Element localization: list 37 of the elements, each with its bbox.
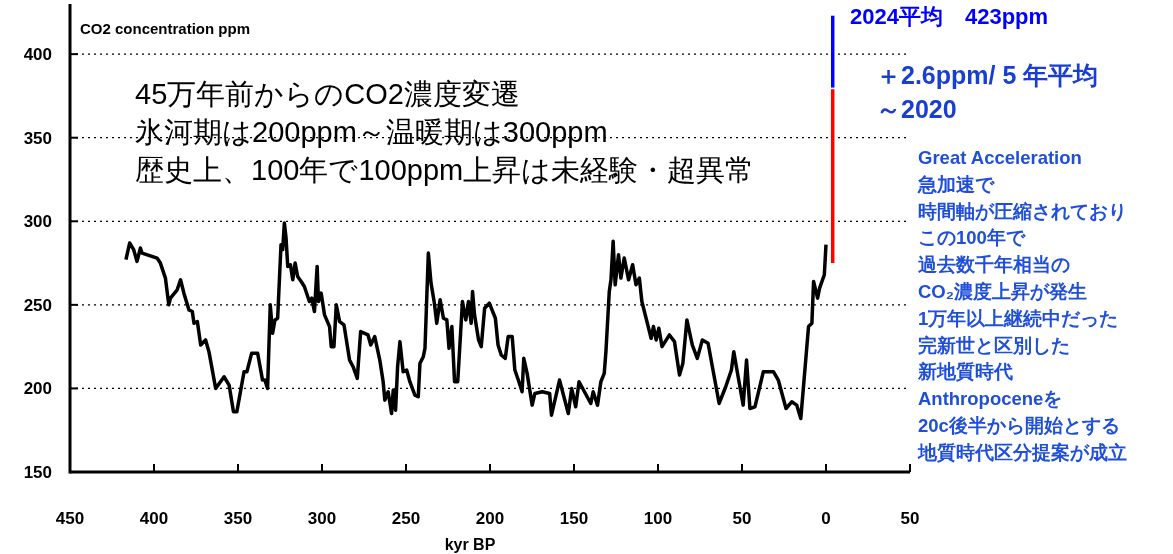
text: 時間軸が圧縮されており xyxy=(918,200,1127,222)
x-tick-label: 350 xyxy=(223,509,253,528)
x-tick-label: 450 xyxy=(55,509,85,528)
x-tick-label: 0 xyxy=(821,509,831,528)
text: Great Acceleration xyxy=(918,147,1082,168)
text: この100年で xyxy=(918,227,1026,249)
x-tick-label: 300 xyxy=(307,509,337,528)
x-tick-label: 50 xyxy=(900,509,920,528)
x-tick-label: 150 xyxy=(559,509,589,528)
annotation: 45万年前からのCO2濃度変遷 xyxy=(135,78,520,110)
x-tick-label: 400 xyxy=(139,509,169,528)
annotation: 2024平均 423ppm xyxy=(850,4,1049,29)
text: 地質時代区分提案が成立 xyxy=(917,441,1127,463)
y-tick-label: 400 xyxy=(23,45,52,65)
text: 1万年以上継続中だった xyxy=(918,307,1119,329)
x-axis-title: kyr BP xyxy=(444,536,496,553)
text: 急加速で xyxy=(917,173,995,195)
x-tick-label: 100 xyxy=(643,509,673,528)
text: 新地質時代 xyxy=(917,361,1013,383)
y-tick-label: 150 xyxy=(23,463,52,482)
x-tick-label: 250 xyxy=(391,509,421,528)
annotation: ～2020 xyxy=(876,95,957,123)
text: Anthropoceneを xyxy=(918,388,1063,410)
x-tick-label: 50 xyxy=(732,509,752,528)
annotation: 歴史上、100年で100ppm上昇は未経験・超異常 xyxy=(135,154,755,186)
y-tick-label: 350 xyxy=(23,128,52,148)
text: 20c後半から開始とする xyxy=(918,415,1120,436)
annotation: 氷河期は200ppm～温暖期は300ppm xyxy=(135,116,608,148)
text: 完新世と区別した xyxy=(918,334,1070,356)
x-tick-label: 200 xyxy=(475,509,505,528)
text: 過去数千年相当の xyxy=(917,254,1070,276)
y-tick-label: 300 xyxy=(23,212,52,232)
y-axis-title: CO2 concentration ppm xyxy=(80,20,251,37)
y-tick-label: 250 xyxy=(23,295,52,315)
text: CO₂濃度上昇が発生 xyxy=(918,281,1087,302)
annotation: ＋2.6ppm/ 5 年平均 xyxy=(876,61,1099,89)
y-tick-label: 200 xyxy=(23,379,52,399)
